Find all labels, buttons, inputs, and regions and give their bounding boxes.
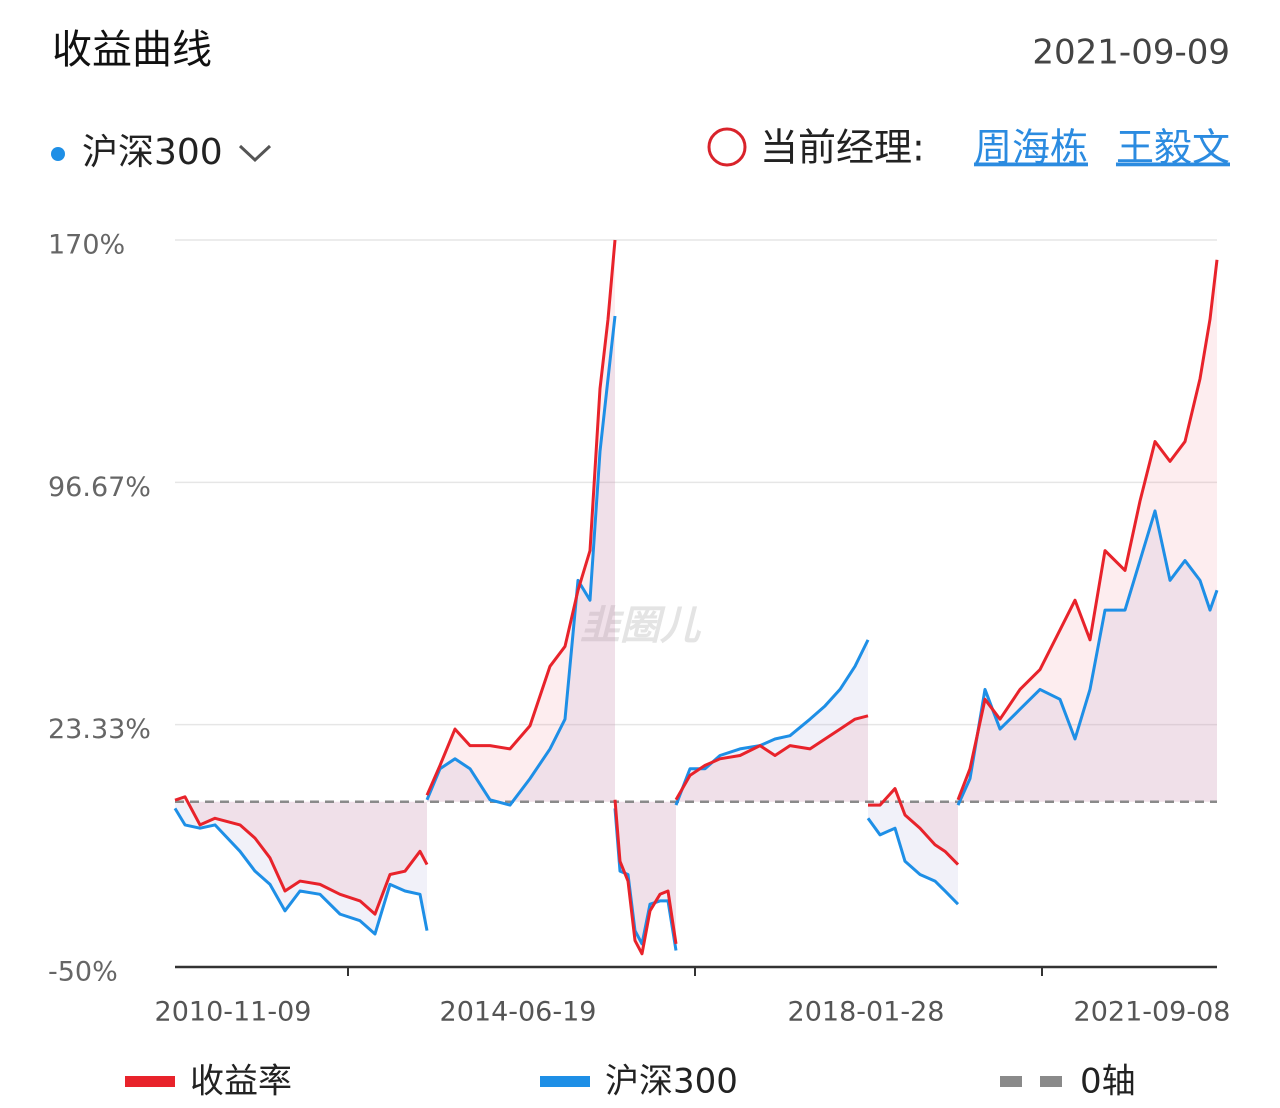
- area: [676, 715, 868, 802]
- manager-icon: [707, 127, 747, 167]
- x-tick-label: 2010-11-09: [155, 997, 312, 1028]
- legend-swatch: [1000, 1076, 1022, 1087]
- area: [958, 510, 1217, 806]
- title: 收益曲线: [52, 27, 212, 73]
- legend-swatch: [540, 1076, 590, 1087]
- date: 2021-09-09: [1032, 33, 1230, 73]
- area: [175, 796, 427, 915]
- manager-link[interactable]: 王毅文: [1116, 126, 1230, 170]
- legend-label: 0轴: [1080, 1062, 1136, 1102]
- area: [868, 788, 958, 865]
- chevron: [238, 144, 272, 163]
- legend-label: 收益率: [190, 1062, 292, 1102]
- area: [868, 801, 958, 905]
- selector-dot: [51, 147, 65, 161]
- watermark: 韭圈儿: [580, 603, 702, 649]
- y-tick-label: 96.67%: [48, 472, 151, 503]
- x-tick-label: 2018-01-28: [788, 997, 945, 1028]
- series-line: [174, 239, 1219, 956]
- selector-label: 沪深300: [82, 132, 223, 173]
- area: [615, 801, 676, 951]
- manager-link[interactable]: 周海栋: [974, 126, 1088, 170]
- area: [676, 639, 868, 806]
- legend-swatch: [125, 1076, 175, 1087]
- manager-label: 当前经理:: [760, 126, 925, 170]
- area: [427, 240, 615, 802]
- area: [958, 259, 1217, 802]
- area: [615, 799, 676, 954]
- y-tick-label: 23.33%: [48, 714, 151, 745]
- area: [427, 316, 615, 806]
- benchmark-selector[interactable]: 沪深300: [51, 132, 272, 173]
- x-tick-label: 2014-06-19: [440, 997, 597, 1028]
- legend-swatch: [1040, 1076, 1062, 1087]
- legend-label: 沪深300: [605, 1062, 738, 1102]
- y-tick-label: -50%: [48, 957, 118, 988]
- x-tick-label: 2021-09-08: [1074, 997, 1231, 1028]
- series-line: [173, 315, 1219, 951]
- area: [175, 801, 427, 934]
- y-tick-label: 170%: [48, 230, 125, 261]
